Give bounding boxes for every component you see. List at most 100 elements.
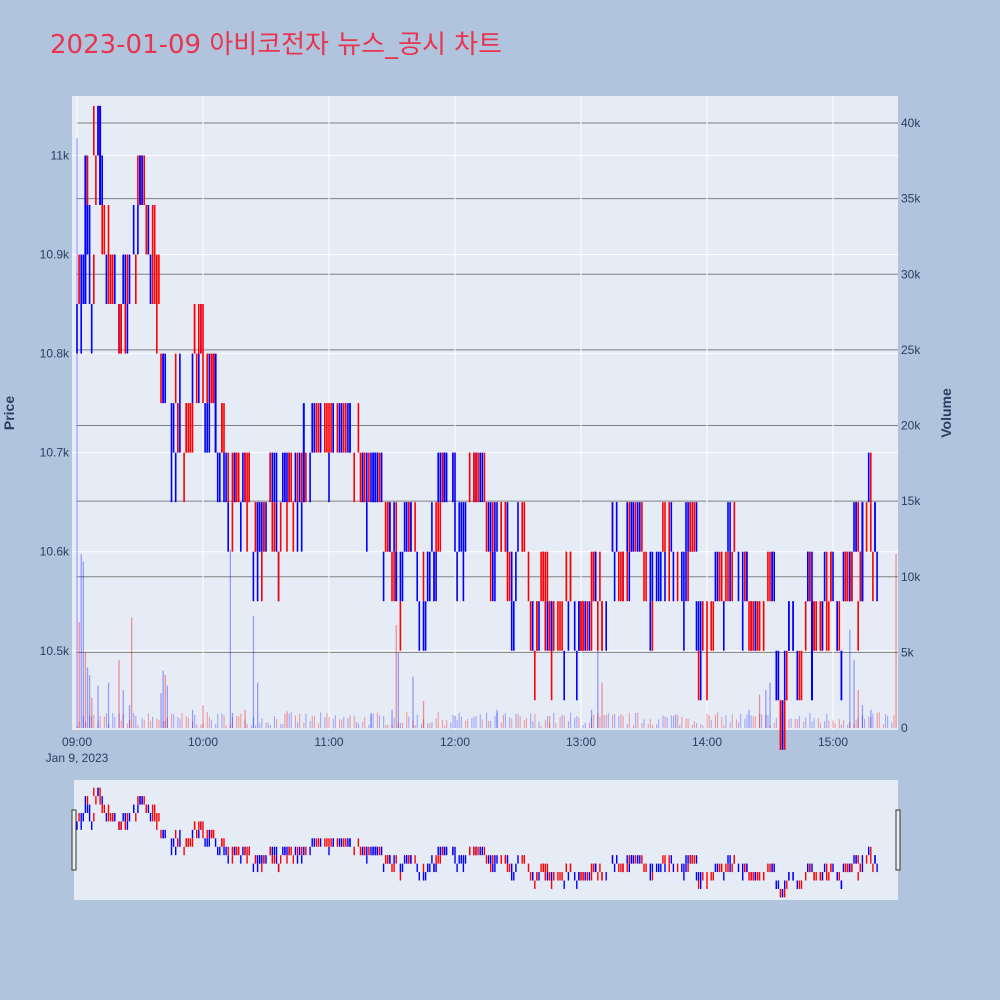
- volume-bar: [687, 719, 689, 728]
- volume-bar: [601, 682, 603, 728]
- volume-bar: [717, 712, 719, 728]
- volume-bar: [775, 717, 777, 728]
- volume-bar: [118, 713, 120, 728]
- volume-bar: [171, 713, 173, 728]
- time-tick-label: 13:00: [566, 735, 596, 749]
- volume-bar: [305, 713, 307, 728]
- volume-bar: [458, 712, 460, 728]
- volume-bar: [721, 716, 723, 728]
- volume-bar: [324, 717, 326, 728]
- volume-bar: [509, 717, 511, 728]
- volume-bar: [89, 715, 91, 728]
- volume-bar: [158, 720, 160, 728]
- volume-bar: [744, 718, 746, 728]
- volume-bar: [99, 716, 101, 728]
- volume-bar: [362, 721, 364, 728]
- volume-bar: [504, 713, 506, 728]
- volume-bar: [746, 714, 748, 728]
- volume-tick-label: 40k: [901, 116, 921, 130]
- time-tick-label: 11:00: [314, 735, 343, 749]
- volume-tick-label: 10k: [901, 570, 921, 584]
- volume-bar: [849, 721, 851, 728]
- volume-bar: [179, 718, 181, 728]
- volume-bar: [576, 716, 578, 728]
- volume-bar: [706, 713, 708, 728]
- volume-bar: [578, 717, 580, 728]
- volume-bar: [231, 712, 234, 728]
- volume-bar: [385, 725, 387, 728]
- volume-tick-label: 30k: [901, 267, 921, 281]
- volume-bar: [853, 659, 855, 728]
- volume-bar: [853, 724, 855, 728]
- volume-bar: [191, 709, 194, 728]
- time-tick-label: 12:00: [440, 735, 470, 749]
- volume-bar: [769, 682, 771, 728]
- volume-bar: [872, 713, 874, 728]
- volume-axis-title: Volume: [938, 388, 954, 438]
- volume-bar: [412, 676, 414, 728]
- volume-bar: [297, 722, 299, 728]
- price-tick-label: 10.6k: [40, 545, 70, 559]
- volume-bar: [773, 723, 775, 728]
- volume-bar: [679, 724, 681, 728]
- volume-bar: [107, 682, 110, 728]
- volume-bar: [252, 717, 254, 728]
- volume-bar: [876, 712, 878, 728]
- volume-bar: [641, 723, 643, 728]
- volume-bar: [294, 715, 296, 728]
- volume-bar: [129, 719, 131, 728]
- volume-bar: [181, 712, 183, 728]
- volume-bar: [563, 715, 565, 728]
- volume-bar: [519, 716, 521, 728]
- volume-bar: [758, 694, 761, 728]
- volume-bar: [311, 715, 313, 728]
- volume-bar: [236, 715, 238, 728]
- volume-bar: [252, 616, 255, 728]
- volume-bar: [383, 715, 385, 728]
- volume-bar: [803, 721, 805, 728]
- volume-bar: [128, 705, 131, 728]
- volume-bar: [700, 724, 702, 728]
- volume-bar: [696, 723, 698, 728]
- volume-bar: [612, 714, 614, 728]
- volume-bar: [548, 715, 551, 728]
- volume-bar: [555, 723, 557, 728]
- volume-bar: [326, 713, 328, 728]
- volume-bar: [702, 725, 704, 728]
- volume-bar: [368, 724, 370, 728]
- volume-bar: [86, 667, 89, 728]
- range-slider[interactable]: [74, 780, 898, 900]
- volume-bar: [246, 724, 248, 728]
- volume-bar: [738, 722, 740, 728]
- volume-bar: [318, 723, 320, 728]
- volume-bar: [496, 712, 498, 728]
- volume-bar: [334, 715, 336, 728]
- volume-bar: [838, 719, 840, 728]
- volume-bar: [76, 725, 78, 728]
- volume-bar: [343, 716, 345, 728]
- volume-bar: [870, 709, 872, 728]
- volume-bar: [126, 723, 128, 728]
- volume-bar: [244, 709, 246, 728]
- volume-bar: [112, 713, 114, 728]
- volume-bar: [225, 725, 227, 728]
- volume-bar: [202, 705, 204, 728]
- volume-bar: [82, 561, 84, 728]
- volume-bar: [259, 723, 261, 728]
- volume-bar: [78, 721, 80, 728]
- volume-bar: [265, 722, 267, 728]
- volume-bar: [280, 724, 282, 728]
- volume-bar: [809, 712, 811, 728]
- main-plot-area[interactable]: [72, 96, 898, 730]
- volume-bar: [120, 720, 122, 728]
- volume-bar: [765, 714, 767, 728]
- volume-bar: [714, 714, 716, 728]
- volume-bar: [423, 718, 425, 728]
- volume-bar: [637, 712, 639, 728]
- volume-bar: [286, 711, 288, 728]
- volume-bar: [164, 721, 166, 728]
- volume-bar: [607, 713, 609, 728]
- volume-bar: [406, 712, 408, 728]
- volume-bar: [370, 714, 372, 728]
- volume-bar: [276, 718, 278, 728]
